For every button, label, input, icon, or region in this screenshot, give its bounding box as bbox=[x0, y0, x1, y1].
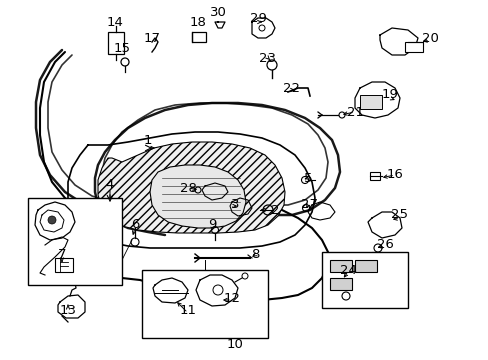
Bar bbox=[142, 270, 267, 338]
Text: 20: 20 bbox=[421, 31, 438, 45]
Text: 4: 4 bbox=[105, 179, 114, 192]
Bar bbox=[28, 198, 122, 285]
Text: 15: 15 bbox=[113, 41, 130, 54]
Bar bbox=[321, 252, 407, 308]
Text: 22: 22 bbox=[283, 81, 300, 94]
Bar bbox=[55, 258, 73, 272]
Text: 24: 24 bbox=[339, 264, 356, 276]
Bar bbox=[404, 42, 422, 52]
Circle shape bbox=[48, 216, 56, 224]
Polygon shape bbox=[150, 165, 245, 228]
Text: 8: 8 bbox=[250, 248, 259, 261]
Text: 13: 13 bbox=[60, 303, 76, 316]
Text: 16: 16 bbox=[386, 168, 403, 181]
Text: 29: 29 bbox=[249, 12, 266, 24]
Text: 19: 19 bbox=[381, 89, 398, 102]
Text: 27: 27 bbox=[301, 198, 318, 211]
Text: 6: 6 bbox=[131, 219, 139, 231]
Text: 28: 28 bbox=[179, 181, 196, 194]
Text: 14: 14 bbox=[106, 15, 123, 28]
Text: 5: 5 bbox=[303, 171, 312, 184]
Text: 10: 10 bbox=[226, 338, 243, 351]
Text: 2: 2 bbox=[270, 203, 279, 216]
Text: 9: 9 bbox=[207, 219, 216, 231]
Text: 11: 11 bbox=[179, 303, 196, 316]
Text: 3: 3 bbox=[230, 198, 239, 211]
Bar bbox=[359, 95, 381, 109]
Text: 7: 7 bbox=[58, 248, 66, 261]
Text: 30: 30 bbox=[209, 5, 226, 18]
Bar bbox=[192, 32, 205, 42]
Text: 17: 17 bbox=[143, 31, 160, 45]
Polygon shape bbox=[98, 142, 285, 233]
Text: 1: 1 bbox=[143, 134, 152, 147]
Bar bbox=[354, 260, 376, 272]
Text: 12: 12 bbox=[223, 292, 240, 305]
Bar bbox=[108, 32, 124, 54]
Text: 26: 26 bbox=[376, 238, 393, 252]
Bar bbox=[329, 278, 351, 290]
Text: 25: 25 bbox=[391, 208, 407, 221]
Text: 21: 21 bbox=[346, 105, 363, 118]
Text: 23: 23 bbox=[259, 51, 276, 64]
Bar bbox=[369, 172, 379, 180]
Text: 18: 18 bbox=[189, 15, 206, 28]
Bar bbox=[329, 260, 351, 272]
